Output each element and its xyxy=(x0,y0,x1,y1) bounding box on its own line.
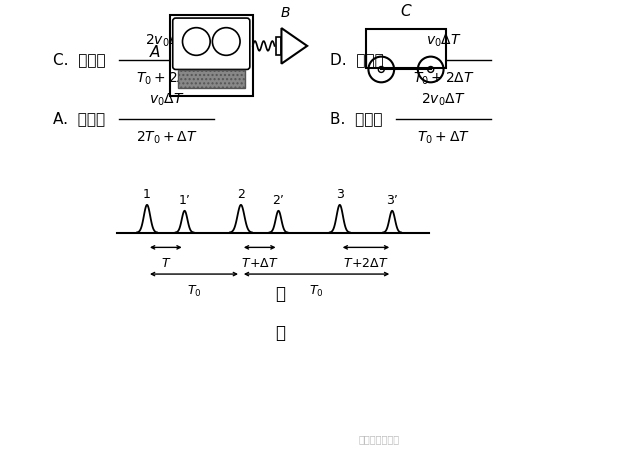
Text: A.  向右，: A. 向右， xyxy=(53,112,105,126)
Text: $T_0+2\Delta T$: $T_0+2\Delta T$ xyxy=(413,71,474,87)
Text: 2: 2 xyxy=(237,188,245,201)
Text: 甲: 甲 xyxy=(275,324,285,342)
Text: 巧学物理数理化: 巧学物理数理化 xyxy=(359,434,400,444)
Text: $T\!+\!\Delta T$: $T\!+\!\Delta T$ xyxy=(241,257,278,270)
Text: $v_0\Delta T$: $v_0\Delta T$ xyxy=(426,32,461,49)
Text: $T_0$: $T_0$ xyxy=(309,284,324,299)
Text: $2v_0\Delta T$: $2v_0\Delta T$ xyxy=(145,32,189,49)
Text: C.  向右，: C. 向右， xyxy=(53,52,106,67)
Text: $2T_0+\Delta T$: $2T_0+\Delta T$ xyxy=(136,130,198,146)
Text: B.  向左，: B. 向左， xyxy=(330,112,382,126)
Text: 3’: 3’ xyxy=(386,194,398,207)
Bar xyxy=(178,71,245,88)
FancyBboxPatch shape xyxy=(173,18,250,69)
Text: 1’: 1’ xyxy=(179,194,191,207)
Text: D.  向左，: D. 向左， xyxy=(330,52,383,67)
Text: $B$: $B$ xyxy=(280,6,291,20)
Bar xyxy=(276,37,282,55)
Text: 2’: 2’ xyxy=(273,194,284,207)
Text: $T_0$: $T_0$ xyxy=(187,284,202,299)
Text: $2v_0\Delta T$: $2v_0\Delta T$ xyxy=(421,92,466,108)
Bar xyxy=(367,29,445,68)
Text: $T_0+2\Delta T$: $T_0+2\Delta T$ xyxy=(136,71,198,87)
Text: 乙: 乙 xyxy=(275,285,285,303)
Text: $v_0\Delta T$: $v_0\Delta T$ xyxy=(149,92,184,108)
Text: $T$: $T$ xyxy=(161,257,171,270)
Text: $T\!+\!2\Delta T$: $T\!+\!2\Delta T$ xyxy=(343,257,389,270)
Text: $C$: $C$ xyxy=(400,3,412,19)
Text: 3: 3 xyxy=(336,188,344,201)
Text: $A$: $A$ xyxy=(149,44,161,59)
Text: 1: 1 xyxy=(143,188,151,201)
Text: $T_0+\Delta T$: $T_0+\Delta T$ xyxy=(417,130,470,146)
Bar xyxy=(170,15,253,96)
